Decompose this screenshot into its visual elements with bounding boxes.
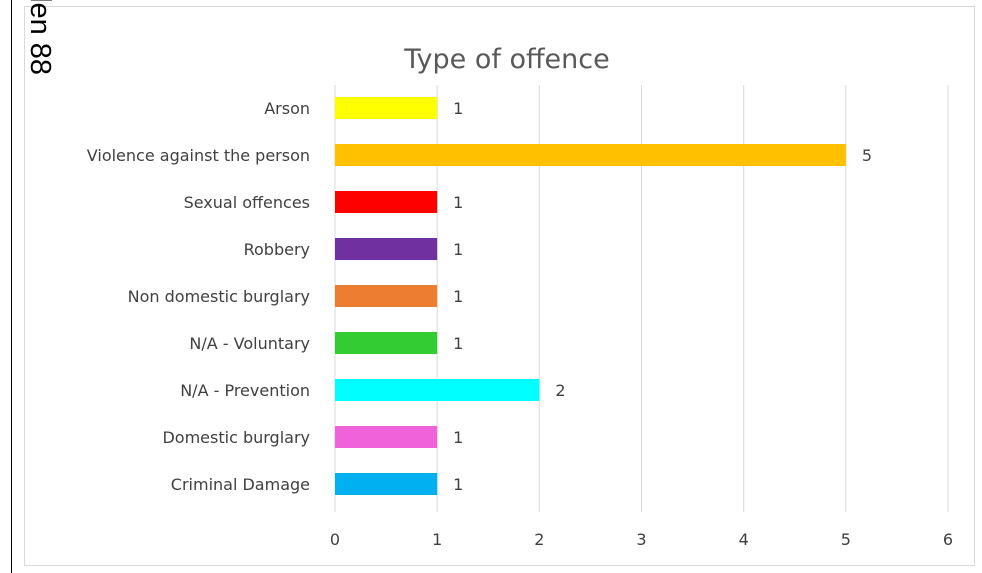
- x-tick-label: 0: [330, 530, 340, 549]
- bar: [335, 332, 438, 354]
- category-label: N/A - Prevention: [180, 381, 310, 400]
- data-label: 1: [453, 99, 463, 118]
- category-label: Non domestic burglary: [128, 287, 310, 306]
- page-left-rule: [11, 0, 12, 573]
- chart-title: Type of offence: [403, 44, 610, 75]
- x-tick-label: 5: [841, 530, 851, 549]
- data-label: 1: [453, 334, 463, 353]
- data-label: 1: [453, 475, 463, 494]
- category-label: Domestic burglary: [162, 428, 310, 447]
- category-label: Arson: [264, 99, 310, 118]
- bar: [335, 97, 438, 119]
- data-label: 1: [453, 193, 463, 212]
- data-label: 1: [453, 240, 463, 259]
- bar: [335, 285, 438, 307]
- bars: [335, 97, 846, 495]
- category-label: Robbery: [244, 240, 310, 259]
- category-label: Sexual offences: [184, 193, 310, 212]
- category-label: N/A - Voluntary: [189, 334, 310, 353]
- category-label: Violence against the person: [87, 146, 310, 165]
- x-tick-label: 3: [636, 530, 646, 549]
- chart-frame: [24, 6, 975, 566]
- bar: [335, 238, 438, 260]
- bar: [335, 144, 846, 166]
- category-label: Criminal Damage: [171, 475, 310, 494]
- x-tick-label: 4: [739, 530, 749, 549]
- data-label: 5: [862, 146, 872, 165]
- x-axis-tick-labels: 0 1 2 3 4 5 6: [330, 530, 953, 549]
- bar: [335, 473, 438, 495]
- x-tick-label: 2: [534, 530, 544, 549]
- x-tick-label: 6: [943, 530, 953, 549]
- x-tick-label: 1: [432, 530, 442, 549]
- category-labels: Arson Violence against the person Sexual o…: [87, 99, 310, 494]
- data-labels: 1 5 1 1 1 1 2 1 1: [453, 99, 872, 494]
- data-label: 2: [555, 381, 565, 400]
- data-label: 1: [453, 428, 463, 447]
- bar: [335, 426, 438, 448]
- bar: [335, 191, 438, 213]
- data-label: 1: [453, 287, 463, 306]
- bar: [335, 379, 540, 401]
